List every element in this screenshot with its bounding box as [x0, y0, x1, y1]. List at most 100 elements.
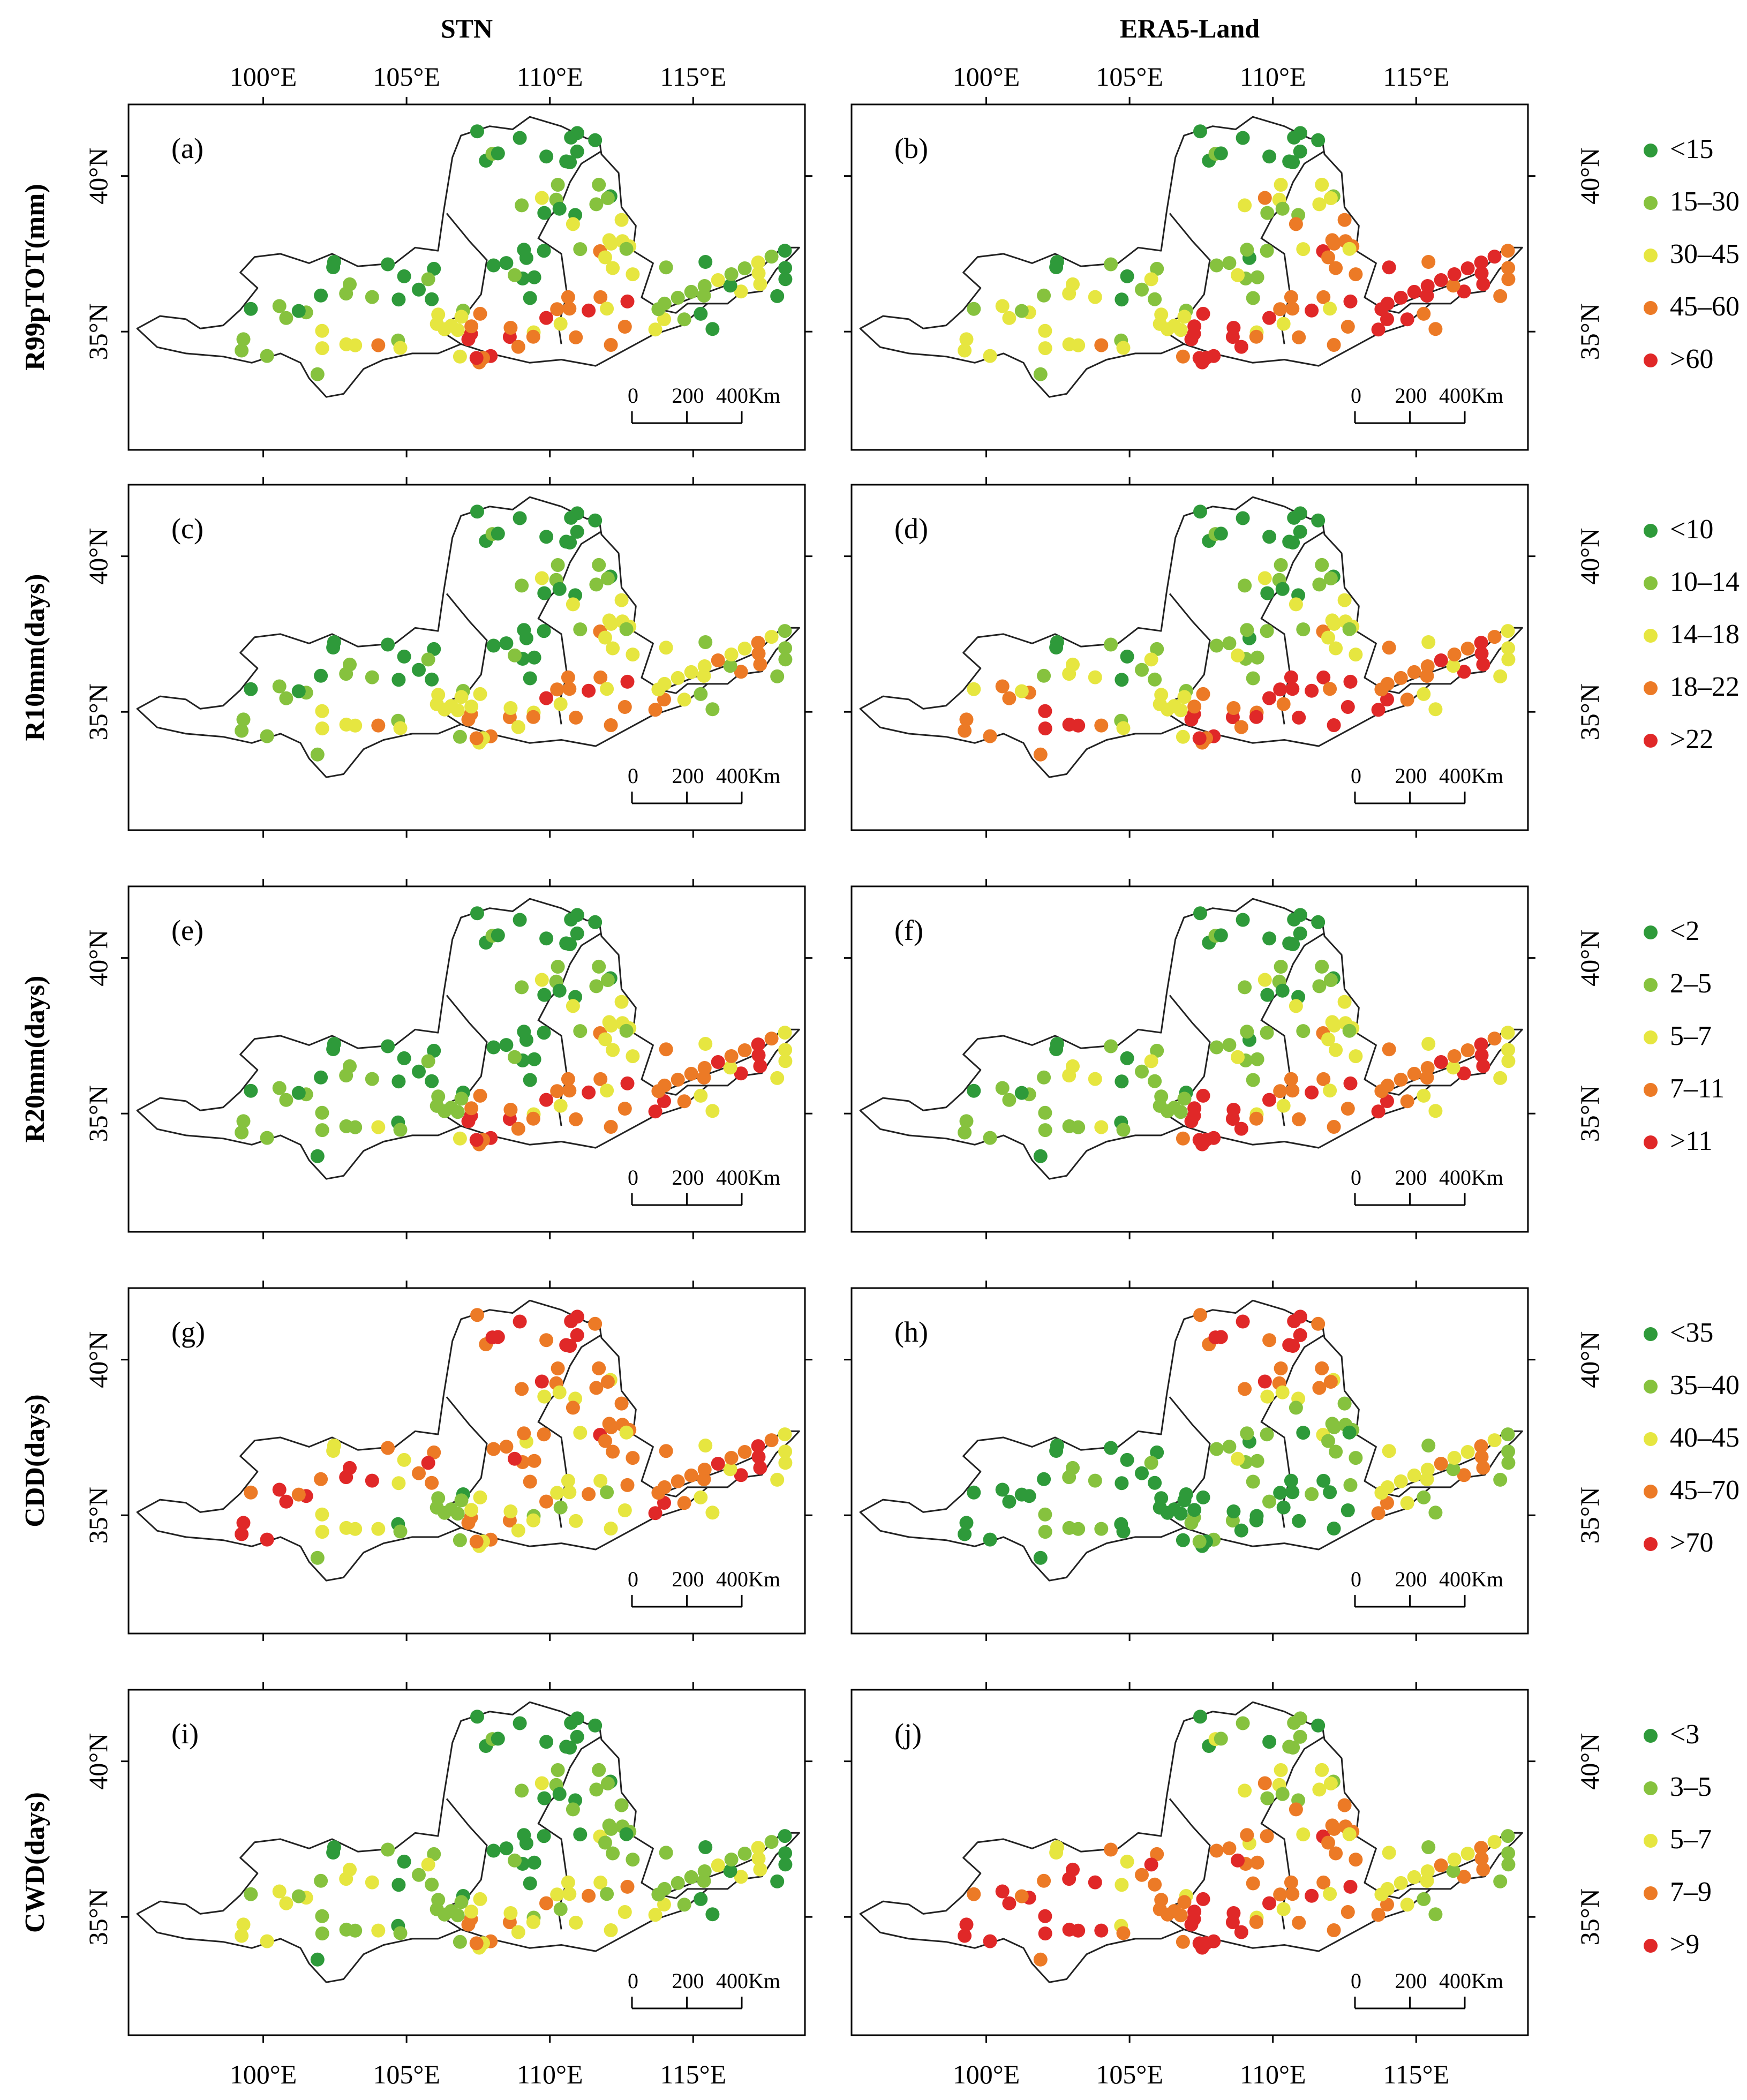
subbasin-boundary	[1283, 150, 1325, 205]
station-point	[444, 1101, 458, 1115]
station-point	[1250, 270, 1264, 284]
station-point	[236, 332, 251, 347]
legend-item: 30–45	[1644, 239, 1740, 269]
station-point	[469, 1133, 484, 1147]
lat-tick-label: 40°N	[1575, 930, 1605, 987]
station-point	[1135, 663, 1149, 677]
station-point	[1380, 1881, 1395, 1896]
station-point	[659, 1846, 673, 1860]
station-point	[1321, 1835, 1335, 1850]
scale-label-400km: 400Km	[716, 764, 780, 788]
station-point	[1262, 1333, 1277, 1348]
station-point	[1033, 367, 1048, 381]
station-point	[659, 1444, 673, 1458]
station-point	[1293, 926, 1307, 940]
station-point	[770, 1071, 785, 1085]
station-point	[469, 351, 484, 365]
station-point	[1214, 1732, 1228, 1746]
station-point	[1460, 642, 1475, 656]
station-point	[470, 1710, 484, 1724]
station-point	[539, 530, 554, 544]
station-point	[1447, 267, 1462, 281]
map-panel-d: (d) 0 200 400Km 40°N 35°N	[844, 477, 1605, 838]
station-point	[552, 201, 567, 216]
legend-swatch	[1644, 353, 1658, 367]
legend-label: >70	[1670, 1527, 1713, 1558]
station-point	[517, 1025, 531, 1039]
station-point	[1260, 1427, 1274, 1442]
station-point	[1501, 244, 1515, 258]
station-point	[684, 1066, 698, 1081]
station-point	[1400, 1094, 1414, 1109]
station-point	[589, 1782, 604, 1797]
station-point	[1209, 638, 1224, 653]
station-point	[593, 1072, 608, 1086]
station-point	[1088, 290, 1102, 304]
station-point	[1249, 1513, 1263, 1527]
station-points	[235, 1308, 793, 1565]
station-point	[1341, 1102, 1355, 1116]
scale-label-200: 200	[672, 1165, 704, 1190]
station-point	[1417, 306, 1431, 321]
station-point	[600, 973, 615, 987]
station-point	[1434, 653, 1448, 667]
station-point	[1501, 1846, 1516, 1861]
station-point	[983, 1934, 997, 1948]
station-point	[1115, 292, 1129, 307]
station-point	[517, 1828, 531, 1842]
station-point	[1296, 1827, 1311, 1842]
station-point	[1002, 1896, 1016, 1910]
station-point	[983, 1131, 997, 1145]
station-point	[537, 1389, 552, 1404]
station-point	[770, 669, 785, 683]
station-point	[1104, 257, 1118, 272]
station-point	[1276, 697, 1291, 711]
station-point	[1382, 641, 1396, 655]
station-point	[1274, 960, 1288, 974]
station-point	[523, 1073, 537, 1087]
station-point	[454, 1493, 469, 1508]
station-point	[995, 1482, 1010, 1497]
station-point	[778, 261, 793, 275]
station-point	[1234, 1121, 1248, 1136]
station-point	[1457, 665, 1471, 679]
bottom-longitude-axis: 100°E 105°E 110°E 115°E 100°E 105°E 110°E 115°E	[230, 2059, 1449, 2089]
station-point	[1209, 1442, 1224, 1456]
station-point	[1150, 261, 1164, 276]
station-point	[1150, 642, 1164, 656]
station-point	[592, 1763, 606, 1777]
scale-bar: 0 200 400Km	[1351, 764, 1503, 804]
station-point	[1014, 1086, 1029, 1100]
station-point	[310, 1550, 325, 1565]
legend: <3 3–5 5–7 7–9 >9	[1644, 1719, 1712, 1960]
map-panel-h: (h) 0 200 400Km 40°N 35°N	[844, 1281, 1605, 1641]
station-point	[427, 1445, 441, 1459]
legend-swatch	[1644, 144, 1658, 157]
station-point	[527, 1454, 541, 1468]
station-point	[1447, 1451, 1462, 1465]
station-point	[1154, 1893, 1169, 1907]
station-point	[1285, 1083, 1300, 1098]
subbasin-boundary	[1283, 932, 1325, 987]
station-point	[1038, 704, 1052, 718]
station-point	[1236, 1716, 1250, 1730]
station-point	[1193, 505, 1207, 519]
scale-label-200: 200	[672, 764, 704, 788]
station-point	[1293, 1729, 1307, 1744]
station-point	[1033, 747, 1048, 762]
station-point	[552, 1385, 567, 1399]
station-point	[491, 1732, 505, 1746]
station-point	[1343, 294, 1358, 308]
map-panel-f: (f) 0 200 400Km 40°N 35°N	[844, 879, 1605, 1239]
station-point	[539, 1333, 554, 1348]
station-point	[1501, 624, 1515, 638]
station-point	[453, 1533, 467, 1547]
legend-item: >11	[1644, 1126, 1712, 1156]
station-point	[598, 1434, 612, 1448]
station-point	[523, 1876, 537, 1891]
station-point	[1474, 1439, 1488, 1454]
station-point	[1273, 1486, 1287, 1500]
station-point	[1321, 630, 1335, 645]
station-point	[606, 641, 620, 656]
station-point	[570, 908, 584, 922]
